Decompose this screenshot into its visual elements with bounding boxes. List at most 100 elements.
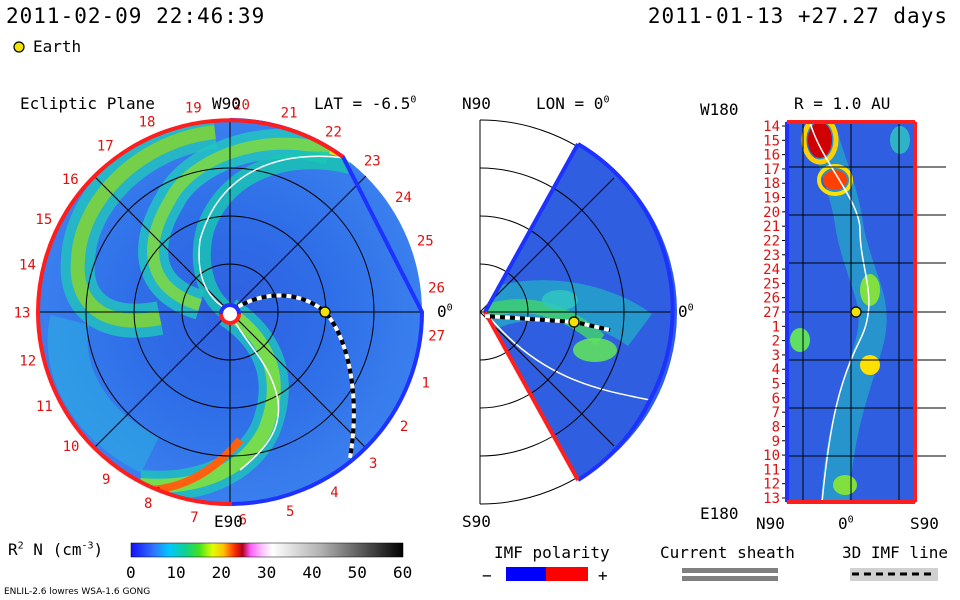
- ecliptic-right-label: 00: [437, 302, 453, 321]
- colorbar-tick-label: 40: [302, 563, 322, 582]
- carrington-label: 16: [62, 172, 79, 188]
- sheath-swatch-1: [682, 568, 778, 573]
- sphere-row-label: 23: [763, 248, 780, 264]
- sphere-row-label: 8: [772, 419, 780, 435]
- sphere-row-label: 3: [772, 348, 780, 364]
- sphere-r-label: R = 1.0 AU: [794, 94, 891, 113]
- sphere-bottom-label: E180: [700, 504, 739, 523]
- colorbar-tick-label: 60: [393, 563, 413, 582]
- carrington-label: 18: [139, 114, 156, 130]
- carrington-label: 15: [35, 212, 52, 228]
- carrington-label: 20: [233, 97, 250, 113]
- sphere-row-label: 22: [763, 233, 780, 249]
- ecliptic-top-label: W90: [212, 94, 241, 113]
- sphere-row-label: 6: [772, 391, 780, 407]
- earth-legend-label: Earth: [33, 37, 82, 56]
- sheath-line-upper: [198, 155, 346, 311]
- carrington-label: 26: [428, 280, 445, 296]
- carrington-label: 21: [281, 106, 298, 122]
- carrington-label: 9: [102, 472, 110, 488]
- earth-marker-ecliptic: [319, 306, 331, 318]
- carrington-label: 27: [428, 329, 445, 345]
- carrington-label: 2: [400, 419, 408, 435]
- ecliptic-bottom-label: E90: [214, 512, 243, 531]
- carrington-label: 8: [144, 496, 152, 512]
- earth-legend-icon: [13, 41, 25, 53]
- meridional-top-label: N90: [462, 94, 491, 113]
- sphere-row-label: 18: [763, 176, 780, 192]
- carrington-label: 6: [238, 513, 246, 529]
- imf-positive-swatch: [546, 567, 588, 581]
- meridional-lon-label: LON = 00: [536, 94, 610, 113]
- sphere-row-label: 7: [772, 405, 780, 421]
- sphere-row-label: 20: [763, 205, 780, 221]
- carrington-label: 17: [97, 139, 114, 155]
- sphere-row-label: 13: [763, 491, 780, 507]
- carrington-label: 13: [14, 306, 31, 322]
- earth-marker-meridional: [568, 316, 580, 328]
- imf-minus: −: [482, 566, 492, 585]
- carrington-label: 1: [421, 376, 429, 392]
- sphere-row-label: 2: [772, 334, 780, 350]
- carrington-label: 10: [63, 439, 80, 455]
- model-footer: ENLIL-2.6 lowres WSA-1.6 GONG: [4, 587, 151, 597]
- sphere-row-label: 25: [763, 276, 780, 292]
- colorbar-tick-label: 30: [257, 563, 277, 582]
- sphere-row-label: 16: [763, 148, 780, 164]
- imf-line-title: 3D IMF line: [842, 543, 948, 562]
- sheath-swatch-2: [682, 576, 778, 581]
- carrington-label: 12: [19, 354, 36, 370]
- reference-label: 2011-01-13 +27.27 days: [647, 4, 948, 28]
- sphere-row-label: 11: [763, 462, 780, 478]
- colorbar-tick-label: 0: [126, 563, 136, 582]
- colorbar-tick-label: 50: [347, 563, 367, 582]
- imf-negative-swatch: [506, 567, 546, 581]
- sphere-row-label: 4: [772, 362, 780, 378]
- carrington-label: 11: [36, 399, 53, 415]
- colorbar-tick-label: 10: [166, 563, 186, 582]
- sphere-row-label: 14: [763, 119, 780, 135]
- carrington-label: 19: [185, 100, 202, 116]
- sphere-x-right: S90: [910, 514, 939, 533]
- carrington-label: 4: [330, 485, 338, 501]
- sphere-top-label: W180: [700, 100, 739, 119]
- sphere-row-label: 17: [763, 162, 780, 178]
- ecliptic-title: Ecliptic Plane: [20, 94, 155, 113]
- sphere-row-label: 26: [763, 291, 780, 307]
- datetime-label: 2011-02-09 22:46:39: [6, 4, 266, 28]
- sheath-line-lower: [229, 311, 280, 471]
- sphere-row-label: 1: [772, 319, 780, 335]
- sphere-row-label: 21: [763, 219, 780, 235]
- sphere-row-label: 9: [772, 434, 780, 450]
- ecliptic-lat-label: LAT = -6.50: [314, 94, 417, 113]
- sphere-map-panel: 1415161718192021222324252627123456789101…: [763, 119, 946, 507]
- colorbar-tick-label: 20: [211, 563, 231, 582]
- ecliptic-outer-red: [35, 118, 345, 507]
- colorbar-label: R2 N (cm-3): [8, 540, 104, 559]
- meridional-bottom-label: S90: [462, 512, 491, 531]
- sphere-row-label: 27: [763, 305, 780, 321]
- earth-marker-sphere: [850, 306, 862, 318]
- imf-title: IMF polarity: [494, 543, 610, 562]
- carrington-label: 22: [325, 125, 342, 141]
- carrington-label: 25: [417, 233, 434, 249]
- meridional-plane-panel: [479, 119, 678, 505]
- density-colorbar: [130, 542, 404, 558]
- sphere-row-label: 19: [763, 191, 780, 207]
- carrington-label: 3: [369, 456, 377, 472]
- sphere-row-label: 24: [763, 262, 780, 278]
- carrington-label: 23: [364, 153, 381, 169]
- imf-plus: +: [598, 566, 608, 585]
- sphere-x-left: N90: [756, 514, 785, 533]
- carrington-label: 14: [19, 258, 36, 274]
- sphere-row-label: 10: [763, 448, 780, 464]
- carrington-label: 5: [286, 504, 294, 520]
- sphere-row-label: 12: [763, 477, 780, 493]
- sphere-x-mid: 00: [838, 514, 854, 533]
- sphere-row-label: 5: [772, 377, 780, 393]
- sphere-row-label: 15: [763, 133, 780, 149]
- meridional-right-label: 00: [678, 302, 694, 321]
